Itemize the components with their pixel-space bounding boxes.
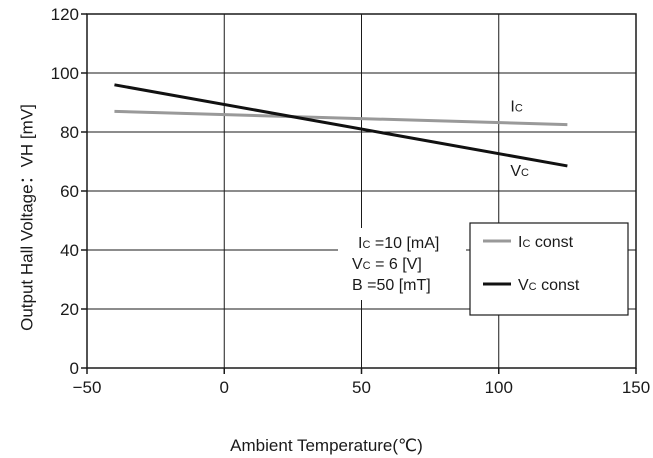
- x-tick-label: 0: [220, 378, 229, 397]
- y-tick-label: 0: [70, 359, 79, 378]
- y-axis-label: Output Hall Voltage：VH [mV]: [17, 104, 37, 331]
- x-tick-label: 100: [485, 378, 513, 397]
- series-line: [114, 83, 568, 168]
- legend-box: [469, 222, 629, 316]
- legend-label: VC const: [518, 277, 580, 294]
- x-tick-label: 50: [352, 378, 371, 397]
- y-tick-label: 120: [51, 5, 79, 24]
- annotations: IC VC IC =10 [mA] VC = 6 [V] B =50 [mT]: [338, 99, 529, 300]
- condition-line: B =50 [mT]: [352, 277, 431, 294]
- series-layer: [114, 83, 568, 168]
- condition-line: VC = 6 [V]: [352, 256, 422, 273]
- line-label-vc: VC: [510, 163, 529, 180]
- x-axis-label: Ambient Temperature(℃): [230, 436, 423, 455]
- series-line: [114, 109, 568, 127]
- x-tick-label: 150: [622, 378, 650, 397]
- legend-label: IC const: [518, 234, 574, 251]
- y-tick-label: 40: [60, 241, 79, 260]
- legend: IC const VC const: [469, 222, 629, 316]
- condition-line: IC =10 [mA]: [358, 235, 439, 252]
- x-tick-label: −50: [73, 378, 102, 397]
- y-tick-label: 100: [51, 64, 79, 83]
- y-tick-label: 20: [60, 300, 79, 319]
- y-tick-label: 60: [60, 182, 79, 201]
- line-label-ic: IC: [510, 99, 522, 116]
- y-tick-label: 80: [60, 123, 79, 142]
- conditions-box: [338, 228, 466, 300]
